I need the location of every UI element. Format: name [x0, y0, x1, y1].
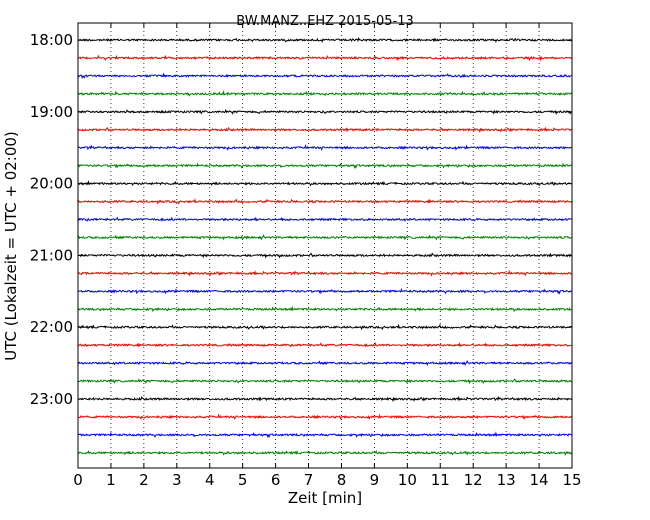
seismogram-trace	[77, 449, 572, 456]
chart-title: BW.MANZ..EHZ 2015-05-13	[236, 14, 414, 29]
seismogram-trace	[77, 162, 572, 169]
x-tick-label: 11	[431, 471, 450, 489]
x-tick-label: 9	[370, 471, 380, 489]
y-axis-label: UTC (Lokalzeit = UTC + 02:00)	[2, 131, 20, 361]
seismogram-trace	[77, 378, 572, 385]
seismogram-trace	[77, 305, 572, 313]
seismogram-trace	[77, 72, 572, 80]
seismogram-trace	[77, 36, 572, 43]
seismogram-trace	[77, 90, 572, 97]
seismogram-trace	[77, 54, 572, 62]
seismogram-trace	[77, 143, 572, 151]
x-tick-label: 15	[562, 471, 581, 489]
x-tick-label: 6	[271, 471, 281, 489]
y-tick-label: 23:00	[30, 390, 73, 408]
seismogram-trace	[77, 413, 572, 421]
x-tick-label: 3	[172, 471, 182, 489]
seismogram-trace	[77, 269, 572, 277]
x-tick-label: 7	[304, 471, 314, 489]
seismogram-trace	[77, 287, 572, 295]
x-tick-label: 14	[530, 471, 549, 489]
seismogram-trace	[77, 198, 572, 205]
seismogram-trace	[77, 126, 572, 133]
seismogram-trace	[77, 216, 572, 223]
x-tick-labels: 0 1 2 3 4 5 6 7 8 9 10 11 12 13 14 15	[73, 471, 581, 489]
y-tick-label: 18:00	[30, 31, 73, 49]
seismogram-trace	[77, 431, 572, 439]
seismogram-trace	[77, 395, 572, 403]
axis-ticks	[77, 23, 573, 468]
seismogram-trace	[77, 108, 572, 116]
seismogram-trace	[77, 179, 572, 187]
x-tick-label: 2	[139, 471, 149, 489]
x-tick-label: 1	[106, 471, 116, 489]
x-tick-label: 8	[337, 471, 347, 489]
y-tick-labels: 18:00 19:00 20:00 21:00 22:00 23:00	[30, 31, 73, 408]
y-tick-label: 21:00	[30, 246, 73, 264]
x-tick-label: 13	[497, 471, 516, 489]
seismogram-trace	[77, 234, 572, 241]
seismogram-trace	[77, 359, 572, 367]
x-tick-label: 0	[73, 471, 83, 489]
x-axis-label: Zeit [min]	[288, 489, 362, 507]
seismogram-traces	[77, 36, 572, 456]
seismogram-trace	[77, 323, 572, 331]
seismogram-trace	[77, 252, 572, 259]
y-tick-label: 20:00	[30, 175, 73, 193]
x-tick-label: 5	[238, 471, 248, 489]
x-tick-label: 10	[398, 471, 417, 489]
x-tick-label: 4	[205, 471, 215, 489]
y-tick-label: 19:00	[30, 103, 73, 121]
seismogram-trace	[77, 342, 572, 348]
plot-frame	[77, 22, 573, 469]
y-tick-label: 22:00	[30, 318, 73, 336]
x-tick-label: 12	[464, 471, 483, 489]
